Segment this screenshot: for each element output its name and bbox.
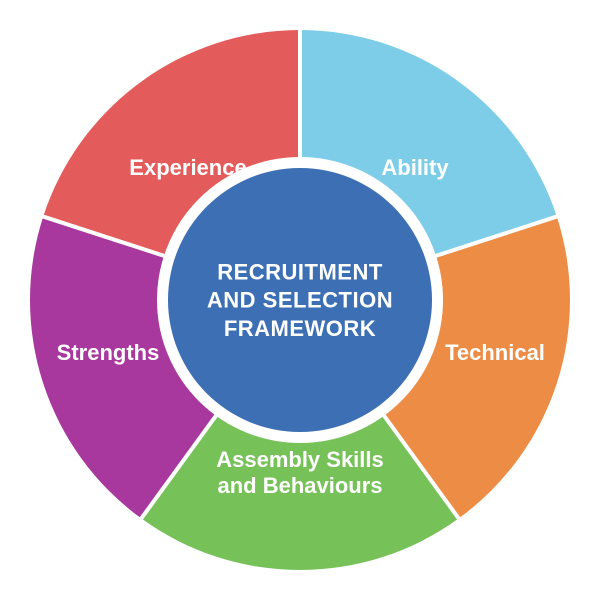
- segment-label-line: Experience: [129, 155, 246, 180]
- segment-label-0: Ability: [381, 155, 449, 180]
- center-title-line: FRAMEWORK: [224, 316, 376, 341]
- segment-label-line: Strengths: [57, 340, 160, 365]
- segment-label-4: Experience: [129, 155, 246, 180]
- segment-label-2: Assembly Skillsand Behaviours: [216, 447, 384, 498]
- center-title-line: RECRUITMENT: [217, 260, 383, 285]
- segment-label-1: Technical: [445, 340, 545, 365]
- segment-label-line: Technical: [445, 340, 545, 365]
- segment-label-3: Strengths: [57, 340, 160, 365]
- recruitment-framework-donut: RECRUITMENT AND SELECTION FRAMEWORK Abilit…: [0, 0, 600, 600]
- center-circle-group: RECRUITMENT AND SELECTION FRAMEWORK: [168, 168, 432, 432]
- center-title: RECRUITMENT AND SELECTION FRAMEWORK: [207, 260, 393, 341]
- segment-label-line: Assembly Skills: [216, 447, 384, 472]
- segment-label-line: and Behaviours: [217, 473, 382, 498]
- segment-label-line: Ability: [381, 155, 449, 180]
- center-title-line: AND SELECTION: [207, 288, 393, 313]
